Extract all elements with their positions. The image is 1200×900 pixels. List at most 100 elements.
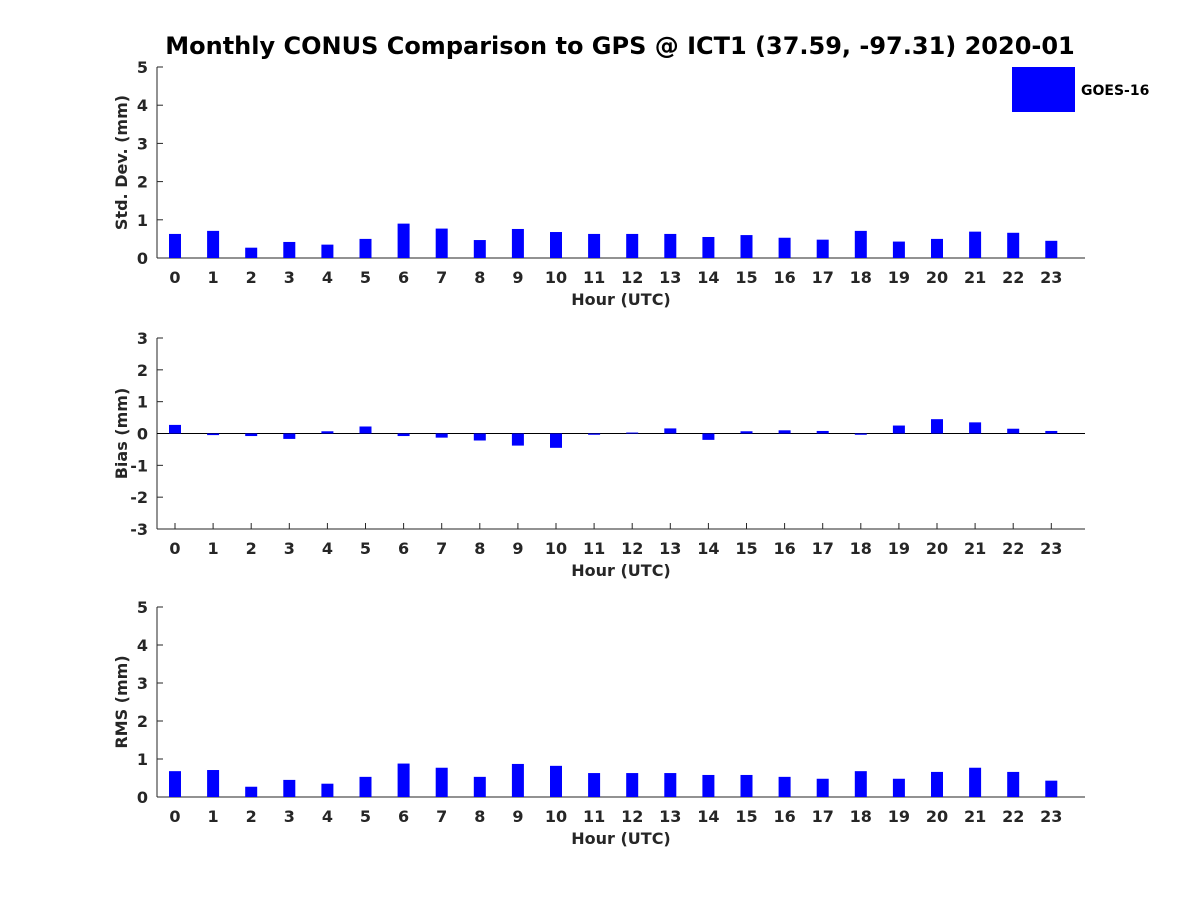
bias-x-tick-label: 6 bbox=[398, 539, 409, 558]
std-dev-x-tick-label: 7 bbox=[436, 268, 447, 287]
std-dev-bar-23 bbox=[1045, 240, 1058, 258]
std-dev-x-tick-label: 19 bbox=[888, 268, 910, 287]
std-dev-y-tick-label: 2 bbox=[137, 173, 148, 192]
rms-x-tick-label: 14 bbox=[697, 807, 719, 826]
std-dev-bar-16 bbox=[778, 237, 791, 258]
std-dev-y-axis-label: Std. Dev. (mm) bbox=[112, 95, 131, 230]
bias-y-tick-label: -3 bbox=[130, 520, 148, 539]
rms-bar-22 bbox=[1007, 771, 1020, 797]
bias-x-tick-label: 22 bbox=[1002, 539, 1024, 558]
rms-bar-20 bbox=[931, 771, 943, 797]
std-dev-x-tick-label: 14 bbox=[697, 268, 719, 287]
std-dev-x-tick-label: 8 bbox=[474, 268, 485, 287]
rms-bar-16 bbox=[778, 776, 791, 797]
bias-bar-7 bbox=[435, 433, 448, 438]
bias-bar-5 bbox=[359, 426, 372, 434]
rms-x-tick-label: 22 bbox=[1002, 807, 1024, 826]
bias-bar-9 bbox=[511, 433, 524, 446]
std-dev-bar-6 bbox=[397, 223, 410, 258]
rms-x-tick-label: 13 bbox=[659, 807, 681, 826]
bias-x-tick-label: 15 bbox=[735, 539, 757, 558]
bias-bar-18 bbox=[854, 433, 867, 435]
bias-bar-12 bbox=[626, 432, 639, 434]
bias-x-tick-label: 1 bbox=[208, 539, 219, 558]
std-dev-bar-5 bbox=[359, 238, 372, 258]
std-dev-bar-12 bbox=[626, 233, 639, 258]
bias-x-tick-label: 21 bbox=[964, 539, 986, 558]
std-dev-x-tick-label: 15 bbox=[735, 268, 757, 287]
bias-bar-17 bbox=[816, 430, 829, 434]
rms-y-tick-label: 0 bbox=[137, 788, 148, 807]
rms-x-tick-label: 20 bbox=[926, 807, 948, 826]
bias-x-tick-label: 0 bbox=[169, 539, 180, 558]
rms-bar-11 bbox=[588, 773, 601, 797]
rms-x-tick-label: 23 bbox=[1040, 807, 1062, 826]
std-dev-x-tick-label: 3 bbox=[284, 268, 295, 287]
bias-bar-3 bbox=[283, 433, 296, 439]
rms-bar-9 bbox=[511, 763, 524, 797]
rms-x-tick-label: 4 bbox=[322, 807, 333, 826]
bias-bar-23 bbox=[1045, 430, 1058, 434]
legend-swatch bbox=[1012, 67, 1075, 112]
rms-x-tick-label: 5 bbox=[360, 807, 371, 826]
rms-x-tick-label: 2 bbox=[246, 807, 257, 826]
bias-x-tick-label: 18 bbox=[850, 539, 872, 558]
bias-bar-21 bbox=[969, 422, 982, 434]
bias-bar-2 bbox=[245, 433, 258, 437]
bias-x-tick-label: 3 bbox=[284, 539, 295, 558]
std-dev-x-tick-label: 10 bbox=[545, 268, 567, 287]
bias-x-tick-label: 9 bbox=[512, 539, 523, 558]
std-dev-bar-1 bbox=[207, 230, 220, 258]
rms-bar-10 bbox=[550, 765, 562, 797]
std-dev-x-axis-label: Hour (UTC) bbox=[571, 290, 671, 309]
std-dev-x-tick-label: 2 bbox=[246, 268, 257, 287]
rms-y-tick-label: 3 bbox=[137, 674, 148, 693]
std-dev-x-tick-label: 22 bbox=[1002, 268, 1024, 287]
std-dev-bar-17 bbox=[816, 239, 829, 258]
rms-y-tick-label: 5 bbox=[137, 598, 148, 617]
bias-x-tick-label: 8 bbox=[474, 539, 485, 558]
rms-bar-5 bbox=[359, 776, 372, 797]
std-dev-bar-11 bbox=[588, 233, 601, 258]
rms-x-tick-label: 15 bbox=[735, 807, 757, 826]
std-dev-x-tick-label: 13 bbox=[659, 268, 681, 287]
rms-x-axis-label: Hour (UTC) bbox=[571, 829, 671, 848]
std-dev-bar-14 bbox=[702, 236, 715, 258]
chart-title: Monthly CONUS Comparison to GPS @ ICT1 (… bbox=[165, 32, 1075, 60]
std-dev-x-tick-label: 5 bbox=[360, 268, 371, 287]
rms-bar-0 bbox=[169, 771, 181, 797]
rms-x-tick-label: 16 bbox=[773, 807, 795, 826]
std-dev-x-tick-label: 11 bbox=[583, 268, 605, 287]
rms-bar-18 bbox=[854, 771, 867, 797]
bias-x-tick-label: 12 bbox=[621, 539, 643, 558]
legend: GOES-16 bbox=[1012, 67, 1149, 112]
rms-bar-7 bbox=[435, 767, 448, 797]
bias-bar-15 bbox=[740, 431, 753, 434]
bias-bar-6 bbox=[397, 433, 410, 437]
bias-bar-11 bbox=[588, 433, 601, 435]
bias-y-axis-label: Bias (mm) bbox=[112, 388, 131, 480]
std-dev-bar-0 bbox=[169, 233, 181, 258]
rms-bar-8 bbox=[473, 776, 486, 797]
bias-x-tick-label: 4 bbox=[322, 539, 333, 558]
rms-x-tick-label: 17 bbox=[812, 807, 834, 826]
rms-y-axis-label: RMS (mm) bbox=[112, 655, 131, 748]
std-dev-bar-9 bbox=[511, 228, 524, 258]
bias-bar-16 bbox=[778, 430, 791, 434]
bias-y-tick-label: 0 bbox=[137, 425, 148, 444]
bias-x-tick-label: 20 bbox=[926, 539, 948, 558]
std-dev-bar-4 bbox=[321, 244, 334, 258]
rms-bar-12 bbox=[626, 773, 639, 797]
bias-x-tick-label: 19 bbox=[888, 539, 910, 558]
rms-x-tick-label: 11 bbox=[583, 807, 605, 826]
bias-bar-1 bbox=[207, 433, 220, 436]
rms-bar-2 bbox=[245, 786, 258, 797]
std-dev-bar-2 bbox=[245, 247, 258, 258]
std-dev-bar-18 bbox=[854, 230, 867, 258]
bias-x-tick-label: 5 bbox=[360, 539, 371, 558]
bias-y-tick-label: -2 bbox=[130, 488, 148, 507]
rms-x-tick-label: 3 bbox=[284, 807, 295, 826]
bias-x-tick-label: 2 bbox=[246, 539, 257, 558]
